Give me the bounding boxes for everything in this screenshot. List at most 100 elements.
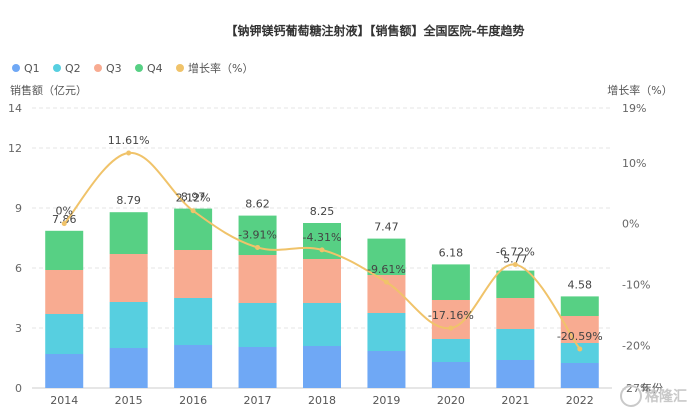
x-tick-label: 2020	[437, 394, 465, 407]
total-label: 8.62	[245, 198, 270, 211]
growth-point[interactable]	[319, 247, 325, 253]
legend-marker	[94, 64, 102, 72]
y2-tick-label: -10%	[622, 279, 650, 292]
bar-segment-q3[interactable]	[496, 298, 535, 329]
growth-point[interactable]	[126, 150, 132, 156]
x-tick-label: 2014	[50, 394, 78, 407]
watermark-logo-icon	[620, 385, 642, 407]
y2-tick-label: 0%	[622, 218, 639, 231]
bar-segment-q2[interactable]	[560, 343, 599, 363]
growth-point[interactable]	[448, 325, 454, 331]
bar-segment-q3[interactable]	[45, 270, 84, 314]
bar-segment-q4[interactable]	[560, 296, 599, 316]
x-tick-label: 2017	[244, 394, 272, 407]
bar-segment-q1[interactable]	[109, 348, 148, 388]
bar-segment-q1[interactable]	[367, 351, 406, 388]
legend-item-4[interactable]: 增长率（%）	[176, 61, 253, 75]
bar-segment-q2[interactable]	[367, 313, 406, 351]
bar-segment-q1[interactable]	[560, 363, 599, 388]
total-label: 8.79	[116, 194, 141, 207]
bar-segment-q3[interactable]	[303, 259, 341, 303]
growth-label: 11.61%	[108, 134, 150, 147]
legend: Q1 Q2 Q3 Q4 增长率（%）	[12, 61, 253, 75]
legend-item-3[interactable]: Q4	[135, 62, 163, 75]
legend-marker	[176, 64, 184, 72]
x-tick-label: 2022	[566, 394, 594, 407]
legend-marker	[53, 64, 61, 72]
bar-segment-q2[interactable]	[109, 302, 148, 348]
growth-point[interactable]	[383, 279, 389, 285]
growth-label: -20.59%	[557, 330, 603, 343]
chart-title: 【钠钾镁钙葡萄糖注射液】【销售额】全国医院-年度趋势	[226, 23, 525, 38]
bar-segment-q4[interactable]	[431, 264, 470, 300]
growth-point[interactable]	[61, 221, 67, 227]
growth-point[interactable]	[190, 208, 196, 214]
total-label: 8.97	[181, 191, 206, 204]
legend-label: Q2	[65, 62, 81, 75]
legend-label: 增长率（%）	[188, 61, 253, 75]
total-label: 8.25	[310, 205, 335, 218]
legend-marker	[135, 64, 143, 72]
bar-segment-q2[interactable]	[431, 339, 470, 362]
legend-item-1[interactable]: Q2	[53, 62, 81, 75]
y-tick-label: 14	[8, 102, 22, 115]
legend-marker	[12, 64, 20, 72]
bar-segment-q3[interactable]	[109, 254, 148, 302]
growth-label: 0%	[55, 205, 72, 218]
growth-label: -3.91%	[238, 228, 277, 241]
y2-axis-title: 增长率（%）	[607, 83, 672, 97]
x-axis-ticks: 2014 2015 2016 2017 2018 2019 2020 2021 2022	[50, 394, 594, 407]
bar-segment-q1[interactable]	[431, 362, 470, 388]
y2-tick-label: 10%	[622, 157, 646, 170]
growth-point[interactable]	[512, 262, 518, 268]
bar-segment-q4[interactable]	[367, 238, 406, 275]
x-tick-label: 2015	[115, 394, 143, 407]
y2-tick-label: 19%	[622, 102, 646, 115]
y2-tick-label: -20%	[622, 339, 650, 352]
total-label: 6.18	[439, 246, 464, 259]
bar-segment-q2[interactable]	[238, 303, 277, 347]
y-tick-label: 3	[15, 322, 22, 335]
bar-segment-q3[interactable]	[174, 250, 213, 298]
bar-segment-q1[interactable]	[303, 346, 341, 388]
y2-axis-ticks: 19%10%0%-10%-20%-27%	[622, 102, 650, 395]
y-tick-label: 12	[8, 142, 22, 155]
y-tick-label: 9	[15, 202, 22, 215]
x-tick-label: 2019	[372, 394, 400, 407]
bar-segment-q2[interactable]	[496, 329, 535, 360]
stacked-bars	[45, 208, 599, 388]
growth-point[interactable]	[577, 346, 583, 352]
y-axis-ticks: 0 3 6 9 12 14	[8, 102, 22, 395]
bar-segment-q1[interactable]	[45, 354, 84, 388]
bar-segment-q4[interactable]	[174, 208, 213, 250]
total-label: 7.47	[374, 221, 399, 234]
bar-segment-q2[interactable]	[303, 303, 341, 346]
bar-segment-q1[interactable]	[174, 345, 213, 388]
watermark-logo: 格隆汇	[620, 385, 687, 407]
bar-segment-q4[interactable]	[496, 270, 535, 298]
total-label: 5.77	[503, 253, 528, 266]
x-axis-title: 年份	[641, 381, 663, 395]
legend-label: Q4	[147, 62, 163, 75]
legend-item-0[interactable]: Q1	[12, 62, 40, 75]
bar-segment-q2[interactable]	[174, 298, 213, 345]
legend-label: Q3	[106, 62, 122, 75]
x-tick-label: 2021	[501, 394, 529, 407]
y-tick-label: 0	[15, 382, 22, 395]
x-tick-label: 2018	[308, 394, 336, 407]
bar-segment-q1[interactable]	[238, 347, 277, 388]
bar-segment-q1[interactable]	[496, 360, 535, 388]
x-tick-label: 2016	[179, 394, 207, 407]
growth-label: -9.61%	[367, 263, 406, 276]
y-tick-label: 6	[15, 262, 22, 275]
legend-item-2[interactable]: Q3	[94, 62, 122, 75]
bar-segment-q4[interactable]	[109, 212, 148, 254]
bar-segment-q3[interactable]	[238, 255, 277, 303]
y-axis-title: 销售额（亿元）	[10, 83, 87, 97]
bar-segment-q2[interactable]	[45, 314, 84, 354]
growth-point[interactable]	[255, 244, 261, 250]
growth-line	[61, 150, 583, 352]
bar-segment-q4[interactable]	[45, 230, 84, 270]
